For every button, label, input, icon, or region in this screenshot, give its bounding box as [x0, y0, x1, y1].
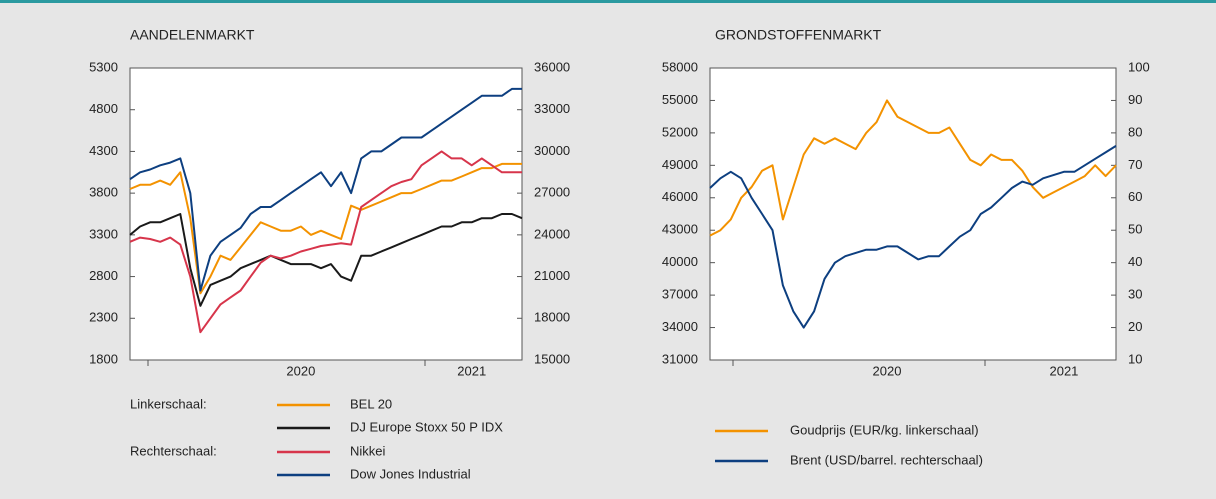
y-tick-label: 37000: [662, 287, 698, 302]
series-line: [129, 162, 522, 295]
plot-area: [129, 67, 523, 361]
chart-title: AANDELENMARKT: [130, 27, 255, 43]
y-tick-label: 2800: [89, 268, 118, 283]
chart-title: GRONDSTOFFENMARKT: [715, 27, 882, 43]
legend-label: Goudprijs (EUR/kg. linkerschaal): [790, 422, 979, 437]
y-tick-label: 55000: [662, 92, 698, 107]
legend-group-label: Linkerschaal:: [130, 396, 207, 411]
y2-tick-label: 70: [1128, 157, 1142, 172]
y2-tick-label: 100: [1128, 59, 1150, 74]
y-tick-label: 1800: [89, 351, 118, 366]
y2-tick-label: 30000: [534, 143, 570, 158]
legend-label: Nikkei: [350, 443, 386, 458]
y-tick-label: 43000: [662, 222, 698, 237]
y2-tick-label: 60: [1128, 189, 1142, 204]
y2-tick-label: 20: [1128, 319, 1142, 334]
series-line: [129, 150, 522, 334]
series-line: [709, 145, 1117, 329]
y-tick-label: 58000: [662, 59, 698, 74]
series-line: [129, 213, 523, 307]
y2-tick-label: 18000: [534, 310, 570, 325]
x-tick-label: 2021: [457, 363, 486, 378]
y2-tick-label: 80: [1128, 124, 1142, 139]
chart-left: AANDELENMARKT 1800 2300 2800 3300 3800 4300 480…: [89, 27, 570, 482]
legend-label: BEL 20: [350, 396, 392, 411]
y2-tick-label: 21000: [534, 268, 570, 283]
legend-label: Dow Jones Industrial: [350, 466, 471, 481]
y-tick-label: 31000: [662, 351, 698, 366]
x-tick-label: 2020: [286, 363, 315, 378]
top-border: [0, 0, 1216, 3]
series-line: [129, 87, 522, 292]
x-tick-label: 2020: [873, 363, 902, 378]
chart-right: GRONDSTOFFENMARKT 31000 34000 37000 40000 430…: [662, 27, 1150, 468]
y2-tick-label: 36000: [534, 59, 570, 74]
y2-tick-label: 24000: [534, 226, 570, 241]
y2-tick-label: 30: [1128, 287, 1142, 302]
y2-tick-label: 50: [1128, 222, 1142, 237]
y-tick-label: 4300: [89, 143, 118, 158]
legend-group-label: Rechterschaal:: [130, 443, 217, 458]
y2-tick-label: 33000: [534, 101, 570, 116]
y-tick-label: 2300: [89, 310, 118, 325]
y-tick-label: 3800: [89, 185, 118, 200]
plot-area: [709, 67, 1117, 361]
y2-tick-label: 90: [1128, 92, 1142, 107]
y-tick-label: 34000: [662, 319, 698, 334]
x-tick-label: 2021: [1049, 363, 1078, 378]
legend-label: Brent (USD/barrel. rechterschaal): [790, 452, 983, 467]
y-tick-label: 3300: [89, 226, 118, 241]
y-tick-label: 40000: [662, 254, 698, 269]
y-tick-label: 49000: [662, 157, 698, 172]
legend-label: DJ Europe Stoxx 50 P IDX: [350, 419, 503, 434]
y-tick-label: 4800: [89, 101, 118, 116]
y-tick-label: 5300: [89, 59, 118, 74]
y2-tick-label: 40: [1128, 254, 1142, 269]
y-tick-label: 46000: [662, 189, 698, 204]
y-tick-label: 52000: [662, 124, 698, 139]
y2-tick-label: 27000: [534, 185, 570, 200]
series-line: [709, 99, 1117, 237]
y2-tick-label: 10: [1128, 351, 1142, 366]
y2-tick-label: 15000: [534, 351, 570, 366]
